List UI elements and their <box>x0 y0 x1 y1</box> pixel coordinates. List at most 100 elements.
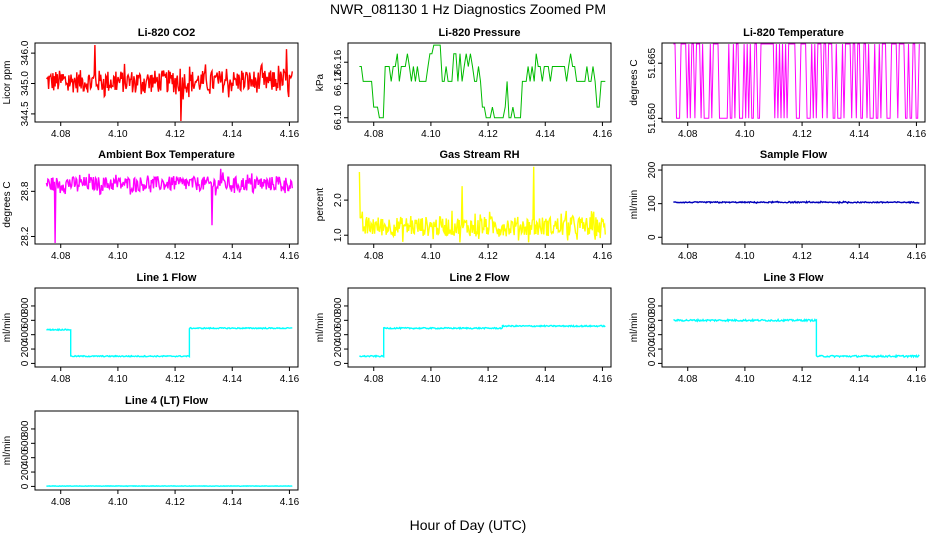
y-tick-label: 200 <box>647 161 658 178</box>
series-line <box>359 44 606 119</box>
series-line <box>46 44 293 122</box>
x-tick-label: 4.08 <box>678 374 698 385</box>
x-tick-label: 4.16 <box>280 374 300 385</box>
panel-7: Line 1 Flow 4.08 4.10 4.12 4.14 4.16 0 20040060… <box>2 272 300 385</box>
x-tick-label: 4.14 <box>223 129 243 140</box>
y-tick-label: 28.2 <box>20 226 31 246</box>
panel-title: Li-820 CO2 <box>138 27 195 39</box>
x-tick-label: 4.16 <box>593 251 613 262</box>
series-line <box>673 200 920 205</box>
y-tick-label: 200 <box>647 340 658 357</box>
y-tick-label: 800 <box>20 297 31 314</box>
panel-title: Li-820 Pressure <box>439 27 521 39</box>
y-tick-label: 344.5 <box>20 101 31 126</box>
y-tick-label: 400 <box>20 449 31 466</box>
plot-frame <box>347 164 612 245</box>
series-line <box>673 43 920 119</box>
x-tick-label: 4.08 <box>51 251 71 262</box>
series-line <box>46 326 293 359</box>
x-tick-label: 4.08 <box>51 497 71 508</box>
plot-frame <box>34 164 299 245</box>
y-tick-label: 0 <box>333 360 344 366</box>
x-tick-label: 4.12 <box>165 497 185 508</box>
y-axis-label: percent <box>315 188 326 222</box>
y-tick-label: 100 <box>647 195 658 212</box>
y-tick-label: 800 <box>333 297 344 314</box>
y-tick-label: 0 <box>647 360 658 366</box>
y-tick-label: 800 <box>647 297 658 314</box>
x-tick-label: 4.12 <box>478 129 498 140</box>
y-tick-label: 66.12 <box>333 71 344 96</box>
x-tick-label: 4.08 <box>678 129 698 140</box>
y-tick-label: 0 <box>20 360 31 366</box>
x-tick-label: 4.14 <box>850 374 870 385</box>
x-tick-label: 4.16 <box>907 129 927 140</box>
panel-4: Ambient Box Temperature 4.08 4.10 4.12 4.14 4… <box>2 149 300 262</box>
series-line <box>358 166 606 243</box>
x-tick-label: 4.16 <box>593 129 613 140</box>
panel-title: Li-820 Temperature <box>743 27 844 39</box>
panel-8: Line 2 Flow 4.08 4.10 4.12 4.14 4.16 0 20040060… <box>315 272 613 385</box>
y-axis-label: Licor ppm <box>2 61 13 105</box>
y-tick-label: 1.0 <box>333 228 344 242</box>
panel-5: Gas Stream RH 4.08 4.10 4.12 4.14 4.16 1.0 2.0 p… <box>315 149 613 262</box>
x-tick-label: 4.08 <box>51 129 71 140</box>
x-tick-label: 4.10 <box>108 497 128 508</box>
y-tick-label: 600 <box>647 312 658 329</box>
plot-frame <box>661 164 926 245</box>
y-tick-label: 600 <box>20 435 31 452</box>
y-tick-label: 346.0 <box>20 40 31 65</box>
y-tick-label: 400 <box>647 326 658 343</box>
x-tick-label: 4.12 <box>792 374 812 385</box>
y-tick-label: 600 <box>20 312 31 329</box>
series-line <box>673 317 920 359</box>
y-tick-label: 400 <box>20 326 31 343</box>
y-axis-label: degrees C <box>2 181 13 227</box>
x-tick-label: 4.12 <box>478 374 498 385</box>
x-tick-label: 4.14 <box>850 251 870 262</box>
plot-frame <box>347 42 612 123</box>
y-tick-label: 800 <box>20 420 31 437</box>
panel-9: Line 3 Flow 4.08 4.10 4.12 4.14 4.16 0 20040060… <box>629 272 927 385</box>
y-axis-label: ml/min <box>2 436 13 465</box>
y-axis-label: ml/min <box>629 190 640 219</box>
x-tick-label: 4.12 <box>165 374 185 385</box>
panel-6: Sample Flow 4.08 4.10 4.12 4.14 4.16 0 100 200 ml… <box>629 149 927 262</box>
panel-title: Sample Flow <box>760 149 828 161</box>
x-tick-label: 4.10 <box>735 374 755 385</box>
series-line <box>358 324 606 359</box>
x-tick-label: 4.16 <box>280 497 300 508</box>
y-tick-label: 51.650 <box>647 103 658 134</box>
x-tick-label: 4.08 <box>678 251 698 262</box>
x-tick-label: 4.12 <box>792 129 812 140</box>
series-line <box>45 168 293 244</box>
y-tick-label: 28.8 <box>20 181 31 201</box>
y-axis-label: degrees C <box>629 59 640 105</box>
x-tick-label: 4.10 <box>108 251 128 262</box>
figure-title: NWR_081130 1 Hz Diagnostics Zoomed PM <box>330 1 606 17</box>
y-tick-label: 51.665 <box>647 47 658 78</box>
x-tick-label: 4.10 <box>108 129 128 140</box>
plot-frame <box>34 287 299 368</box>
plot-frame <box>347 287 612 368</box>
x-tick-label: 4.10 <box>421 374 441 385</box>
plot-frame <box>34 410 299 491</box>
panel-title: Line 4 (LT) Flow <box>125 395 208 407</box>
y-axis-label: ml/min <box>2 313 13 342</box>
y-tick-label: 200 <box>333 340 344 357</box>
x-tick-label: 4.14 <box>536 374 556 385</box>
x-tick-label: 4.10 <box>735 251 755 262</box>
plot-frame <box>34 42 299 123</box>
y-axis-label: ml/min <box>629 313 640 342</box>
x-tick-label: 4.08 <box>364 251 384 262</box>
y-tick-label: 345.0 <box>20 71 31 96</box>
x-tick-label: 4.10 <box>108 374 128 385</box>
x-tick-label: 4.14 <box>850 129 870 140</box>
x-tick-label: 4.14 <box>223 374 243 385</box>
y-tick-label: 0 <box>20 483 31 489</box>
x-tick-label: 4.14 <box>223 497 243 508</box>
panel-10: Line 4 (LT) Flow 4.08 4.10 4.12 4.14 4.16 0 200… <box>2 395 300 508</box>
x-tick-label: 4.12 <box>792 251 812 262</box>
x-tick-label: 4.08 <box>51 374 71 385</box>
